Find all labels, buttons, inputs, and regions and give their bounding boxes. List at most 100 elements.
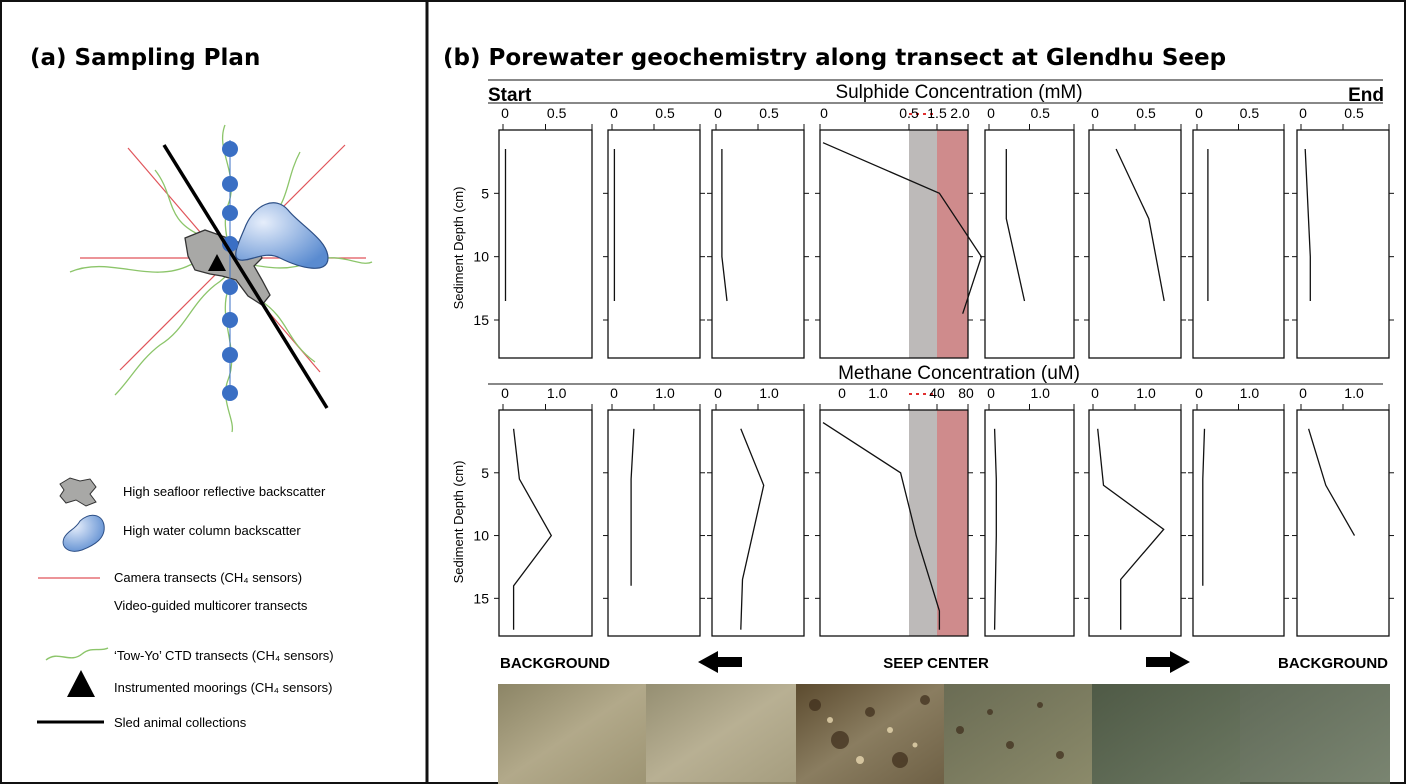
profile-2: 0 1.0 bbox=[603, 385, 705, 637]
seafloor-photo bbox=[796, 684, 944, 784]
legend-text: High water column backscatter bbox=[123, 523, 301, 538]
x-tick-label: 40 bbox=[929, 385, 945, 401]
profile-line bbox=[1115, 148, 1165, 302]
legend-text: High seafloor reflective backscatter bbox=[123, 484, 326, 499]
ctd-transects bbox=[69, 124, 373, 433]
seafloor-photo bbox=[1240, 684, 1390, 784]
x-tick-label: 0 bbox=[501, 385, 509, 401]
x-tick-label: 0 bbox=[501, 105, 509, 121]
profile-line bbox=[721, 149, 728, 302]
legend-text: Instrumented moorings (CH₄ sensors) bbox=[114, 680, 332, 695]
methane-ylabel: Sediment Depth (cm) bbox=[451, 461, 466, 584]
profile-line bbox=[822, 142, 983, 314]
red-band bbox=[937, 130, 968, 358]
panel-b-title: (b) Porewater geochemistry along transec… bbox=[443, 45, 1226, 71]
y-tick-label: 15 bbox=[473, 590, 489, 606]
x-tick-label: 1.0 bbox=[1240, 385, 1260, 401]
profile-5: 0 0.5 bbox=[980, 105, 1079, 359]
sled-transect bbox=[162, 144, 329, 409]
left-arrow-icon bbox=[698, 651, 742, 673]
x-tick-label: 1.0 bbox=[759, 385, 779, 401]
seep-highlights bbox=[827, 717, 918, 764]
profile-frame bbox=[1296, 409, 1390, 637]
sampling-map bbox=[69, 124, 373, 433]
profile-line bbox=[1097, 428, 1165, 630]
y-tick-label: 5 bbox=[481, 185, 489, 201]
seafloor-photo-strip bbox=[498, 684, 1390, 784]
legend-text: Video-guided multicorer transects bbox=[114, 598, 308, 613]
gray-band bbox=[909, 130, 937, 358]
green-wave-icon bbox=[45, 647, 109, 661]
x-tick-label: 1.0 bbox=[1136, 385, 1156, 401]
x-tick-label: 2.0 bbox=[950, 105, 970, 121]
end-label: End bbox=[1348, 85, 1384, 106]
profile-line bbox=[822, 422, 941, 630]
panel-a-title: (a) Sampling Plan bbox=[30, 45, 260, 71]
profile-frame bbox=[607, 409, 701, 637]
x-tick-label: 0 bbox=[838, 385, 846, 401]
profile-frame bbox=[711, 409, 805, 637]
profile-frame bbox=[1192, 129, 1285, 359]
water-column-blob bbox=[235, 202, 329, 269]
profile-frame bbox=[607, 129, 701, 359]
profile-7: 0 1.0 bbox=[1188, 385, 1289, 637]
x-tick-label: 0 bbox=[610, 105, 618, 121]
profile-4: 0 1.0 40 80 bbox=[815, 385, 974, 637]
legend: High seafloor reflective backscatter Hig… bbox=[37, 477, 334, 730]
mooring-marker bbox=[208, 254, 226, 271]
triangle-icon bbox=[67, 670, 95, 697]
y-tick-label: 5 bbox=[481, 465, 489, 481]
profile-8: 0 0.5 bbox=[1292, 105, 1394, 359]
profile-line bbox=[1307, 428, 1356, 536]
x-tick-label: 0.5 bbox=[1344, 105, 1364, 121]
x-tick-label: 0 bbox=[1299, 105, 1307, 121]
x-tick-label: 0 bbox=[1299, 385, 1307, 401]
x-tick-label: 0.5 bbox=[655, 105, 675, 121]
x-tick-label: 0.5 bbox=[759, 105, 779, 121]
x-tick-label: 0 bbox=[987, 105, 995, 121]
profile-line bbox=[740, 428, 765, 630]
background-left-label: BACKGROUND bbox=[500, 655, 610, 672]
x-tick-label: 1.0 bbox=[1030, 385, 1050, 401]
profile-1: 0 0.5 5 10 15 bbox=[473, 105, 593, 359]
legend-text: Camera transects (CH₄ sensors) bbox=[114, 570, 302, 585]
profile-3: 0 1.0 bbox=[707, 385, 809, 637]
profile-frame bbox=[1192, 409, 1285, 637]
seafloor-photo bbox=[498, 684, 646, 784]
x-tick-label: 1.0 bbox=[868, 385, 888, 401]
background-right-label: BACKGROUND bbox=[1278, 655, 1388, 672]
x-tick-label: 1.0 bbox=[655, 385, 675, 401]
x-tick-label: 0 bbox=[714, 105, 722, 121]
profile-line bbox=[1304, 148, 1311, 301]
x-tick-label: 0.5 bbox=[547, 105, 567, 121]
y-tick-label: 10 bbox=[473, 528, 489, 544]
profile-line bbox=[1202, 428, 1206, 586]
profile-3: 0 0.5 bbox=[707, 105, 809, 359]
profile-1: 0 1.0 5 10 15 bbox=[473, 385, 593, 637]
x-tick-label: 1.0 bbox=[1344, 385, 1364, 401]
seafloor-photo bbox=[646, 684, 796, 784]
x-tick-label: 1.5 bbox=[927, 105, 947, 121]
x-tick-label: 0.5 bbox=[1136, 105, 1156, 121]
profile-frame bbox=[819, 129, 969, 359]
profile-frame bbox=[1296, 129, 1390, 359]
seep-texture bbox=[809, 695, 1064, 768]
y-tick-label: 10 bbox=[473, 249, 489, 265]
profile-6: 0 0.5 bbox=[1084, 105, 1186, 359]
profile-frame bbox=[819, 409, 969, 637]
profile-5: 0 1.0 bbox=[980, 385, 1079, 637]
profile-7: 0 0.5 bbox=[1188, 105, 1289, 359]
x-tick-label: 0 bbox=[820, 105, 828, 121]
profile-frame bbox=[498, 129, 593, 359]
legend-text: ‘Tow-Yo’ CTD transects (CH₄ sensors) bbox=[114, 648, 334, 663]
panel-a: (a) Sampling Plan bbox=[30, 45, 373, 730]
x-tick-label: 1.0 bbox=[547, 385, 567, 401]
x-tick-label: 0 bbox=[1091, 385, 1099, 401]
right-arrow-icon bbox=[1146, 651, 1190, 673]
x-tick-label: 0 bbox=[610, 385, 618, 401]
x-tick-label: 0 bbox=[714, 385, 722, 401]
profile-line bbox=[993, 428, 997, 630]
seafloor-photo bbox=[944, 684, 1092, 784]
methane-title: Methane Concentration (uM) bbox=[838, 363, 1080, 384]
